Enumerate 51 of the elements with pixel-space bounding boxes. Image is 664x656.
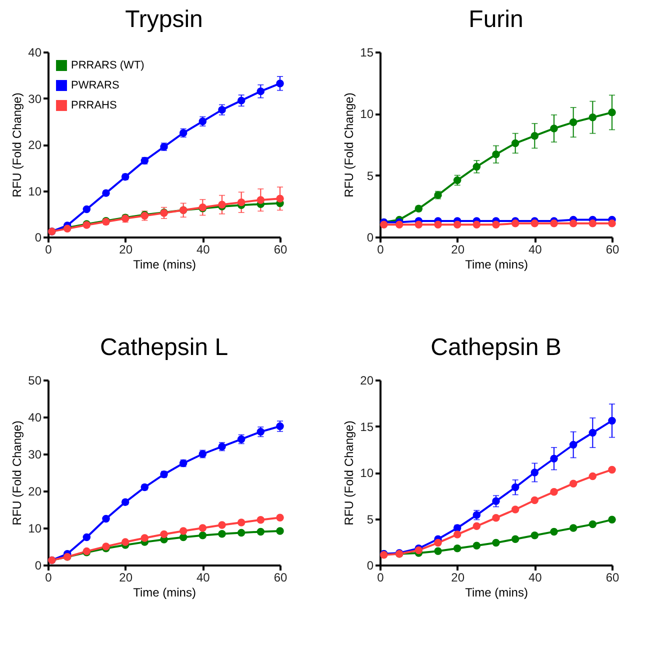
x-tick-label: 60 <box>274 242 288 256</box>
x-axis-title: Time (mins) <box>133 258 196 272</box>
x-tick-label: 60 <box>606 570 620 584</box>
x-tick-label: 40 <box>528 242 542 256</box>
x-tick-label: 60 <box>274 570 288 584</box>
legend-label: PWRARS <box>71 80 120 92</box>
chart-title: Cathepsin B <box>430 334 562 361</box>
y-tick-label: 15 <box>360 420 374 434</box>
y-tick-label: 10 <box>28 522 42 536</box>
y-tick-label: 30 <box>28 448 42 462</box>
x-tick-label: 0 <box>45 570 52 584</box>
chart-title: Trypsin <box>125 6 203 33</box>
y-tick-label: 0 <box>34 230 42 244</box>
x-tick-label: 0 <box>45 242 52 256</box>
y-tick-label: 0 <box>366 230 374 244</box>
x-tick-label: 40 <box>196 570 210 584</box>
y-tick-label: 0 <box>34 558 42 572</box>
legend-label: PRRAHS <box>71 100 117 112</box>
y-axis-title: RFU (Fold Change) <box>10 420 24 526</box>
x-tick-label: 20 <box>451 242 465 256</box>
y-tick-label: 40 <box>28 46 42 60</box>
x-tick-label: 20 <box>119 242 133 256</box>
y-tick-label: 20 <box>28 138 42 152</box>
x-axis-title: Time (mins) <box>465 586 528 600</box>
y-tick-label: 10 <box>28 184 42 198</box>
x-axis-title: Time (mins) <box>465 258 528 272</box>
y-axis-title: RFU (Fold Change) <box>10 92 24 198</box>
y-axis-title: RFU (Fold Change) <box>342 420 356 526</box>
y-tick-label: 40 <box>28 410 42 424</box>
y-axis-title: RFU (Fold Change) <box>342 92 356 198</box>
x-tick-label: 20 <box>119 570 133 584</box>
y-tick-label: 10 <box>360 466 374 480</box>
x-tick-label: 60 <box>606 242 620 256</box>
y-tick-label: 20 <box>28 484 42 498</box>
y-tick-label: 10 <box>360 107 374 122</box>
y-tick-label: 0 <box>366 558 374 572</box>
y-tick-label: 5 <box>366 168 374 183</box>
x-tick-label: 0 <box>377 570 384 584</box>
chart-title: Cathepsin L <box>100 334 228 361</box>
y-tick-label: 30 <box>28 92 42 106</box>
y-tick-label: 50 <box>28 374 42 388</box>
y-tick-label: 20 <box>360 374 374 388</box>
x-tick-label: 20 <box>451 570 465 584</box>
y-tick-label: 5 <box>366 512 374 526</box>
x-axis-title: Time (mins) <box>133 586 196 600</box>
chart-title: Furin <box>468 6 524 33</box>
y-tick-label: 15 <box>360 46 374 60</box>
x-tick-label: 0 <box>377 242 384 256</box>
x-tick-label: 40 <box>196 242 210 256</box>
x-tick-label: 40 <box>528 570 542 584</box>
legend-label: PRRARS (WT) <box>71 60 144 72</box>
